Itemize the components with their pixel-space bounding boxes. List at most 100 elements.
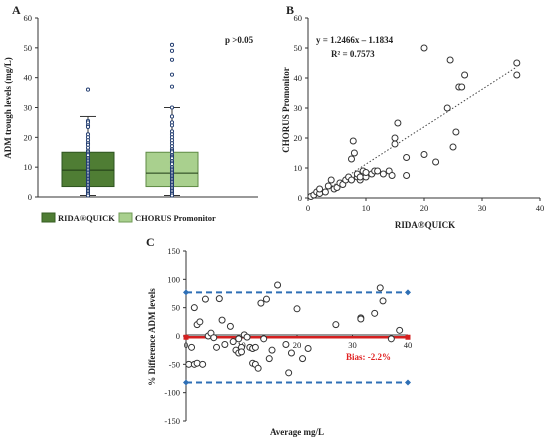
limit-line-end-marker: [183, 289, 189, 296]
box-data-point: [169, 123, 175, 128]
bland-altman-point: [396, 326, 404, 334]
panel-a-p-value: p >0.05: [225, 35, 254, 45]
scatter-point: [324, 182, 332, 190]
bland-altman-point: [210, 334, 218, 342]
scatter-point: [374, 167, 382, 175]
limit-line-end-marker: [405, 289, 411, 296]
panel-c-y-tick-label: -50: [169, 359, 180, 369]
scatter-point: [446, 56, 454, 64]
panel-b-x-tick-label: 10: [362, 203, 371, 213]
scatter-point: [348, 176, 355, 184]
scatter-point: [458, 83, 466, 91]
panel-b-r-squared: R² = 0.7573: [331, 49, 375, 59]
panel-c-y-tick-label: 100: [167, 274, 180, 284]
scatter-point: [379, 170, 387, 178]
bland-altman-point: [293, 305, 301, 313]
panel-c-x-tick-label: 40: [404, 340, 413, 350]
scatter-point: [350, 149, 358, 157]
scatter-point: [356, 173, 364, 181]
panel-b-regression-equation: y = 1.2466x – 1.1834: [316, 35, 394, 45]
box-data-point: [169, 114, 175, 119]
scatter-point: [316, 185, 324, 193]
bland-altman-point: [235, 335, 243, 343]
bland-altman-point: [218, 316, 226, 324]
panel-c-y-tick-label: 50: [172, 303, 181, 313]
panel-b-y-axis-title: CHORUS Promonitor: [281, 67, 291, 153]
panel-c-points: [185, 281, 404, 377]
panel-a-y-tick-label: 20: [24, 132, 33, 142]
scatter-point: [362, 169, 370, 176]
bland-altman-point: [282, 341, 290, 348]
bland-altman-point: [254, 364, 262, 372]
legend-label-rida: RIDA®QUICK: [58, 213, 115, 223]
bland-altman-point: [371, 309, 379, 317]
panel-a-y-ticks: 0 10 20 30 40 50 60: [24, 13, 38, 202]
scatter-point: [513, 59, 521, 67]
scatter-point: [391, 134, 399, 142]
panel-a-letter: A: [12, 3, 21, 17]
scatter-point: [348, 155, 355, 163]
panel-b-y-tick-label: 40: [294, 73, 303, 83]
bland-altman-point: [332, 321, 340, 329]
scatter-point: [432, 158, 440, 166]
panel-b-y-tick-label: 20: [294, 133, 303, 143]
panel-c-y-ticks: -150 -100 -50 0 50 100 150: [164, 246, 186, 426]
bland-altman-point: [376, 284, 384, 292]
panel-b-x-tick-label: 0: [306, 203, 310, 213]
panel-b-x-tick-label: 30: [478, 203, 487, 213]
bland-altman-point: [196, 318, 204, 326]
panel-a: A 0 10 20 30 40 50 60 ADM trough levels (mg/L)…: [3, 3, 258, 223]
box-data-point: [169, 57, 175, 62]
bland-altman-point: [287, 349, 295, 357]
scatter-point: [449, 143, 457, 151]
bland-altman-point: [238, 348, 245, 356]
panel-c-y-tick-label: 150: [167, 246, 180, 256]
panel-b: B 0 10 20 30 40 50 60 0 10 20 30 40 CHORUS Promoni…: [281, 3, 544, 230]
panel-a-y-tick-label: 30: [24, 103, 33, 113]
panel-c-x-tick-label: 0: [184, 340, 188, 350]
panel-c-bias-label: Bias: -2.2%: [346, 352, 391, 362]
scatter-point: [461, 71, 469, 79]
bland-altman-point: [243, 333, 251, 341]
bland-altman-point: [357, 315, 365, 323]
panel-c-x-axis-title: Average mg/L: [270, 427, 324, 437]
bland-altman-point: [299, 355, 307, 363]
scatter-point: [388, 172, 396, 179]
bland-altman-point: [201, 295, 209, 303]
scatter-point: [420, 44, 428, 52]
box-data-point: [85, 87, 91, 92]
panel-b-letter: B: [286, 3, 294, 17]
bland-altman-point: [260, 335, 268, 343]
panel-c-x-tick-label: 30: [348, 340, 357, 350]
panel-b-x-axis-title: RIDA®QUICK: [395, 220, 455, 230]
panel-c-y-tick-label: -100: [164, 388, 180, 398]
scatter-point: [513, 71, 521, 79]
scatter-point: [443, 104, 451, 112]
legend-label-chorus: CHORUS Promonitor: [135, 213, 216, 223]
bland-altman-point: [229, 338, 237, 346]
scatter-point: [452, 128, 460, 136]
bland-altman-point: [221, 341, 229, 348]
panel-c-y-axis-title: % Difference ADM levels: [147, 288, 157, 386]
scatter-point: [391, 140, 399, 148]
panel-b-y-tick-label: 0: [298, 193, 302, 203]
panel-c-y-tick-label: 0: [176, 331, 180, 341]
box-data-point: [169, 193, 175, 198]
bland-altman-point: [268, 346, 276, 354]
bland-altman-point: [251, 343, 259, 351]
panel-a-legend: RIDA®QUICK CHORUS Promonitor: [41, 212, 216, 223]
panel-b-y-tick-label: 10: [294, 163, 303, 173]
panel-b-x-tick-label: 40: [536, 203, 545, 213]
box-data-point: [169, 42, 175, 47]
panel-b-points: [307, 44, 521, 200]
bland-altman-point: [193, 359, 201, 367]
panel-a-y-tick-label: 60: [24, 13, 33, 23]
bland-altman-point: [304, 344, 312, 352]
box-data-point: [169, 84, 175, 89]
panel-b-y-tick-label: 60: [294, 13, 303, 23]
box-data-point: [85, 193, 91, 198]
box-data-point: [169, 105, 175, 110]
panel-a-y-tick-label: 0: [28, 192, 32, 202]
